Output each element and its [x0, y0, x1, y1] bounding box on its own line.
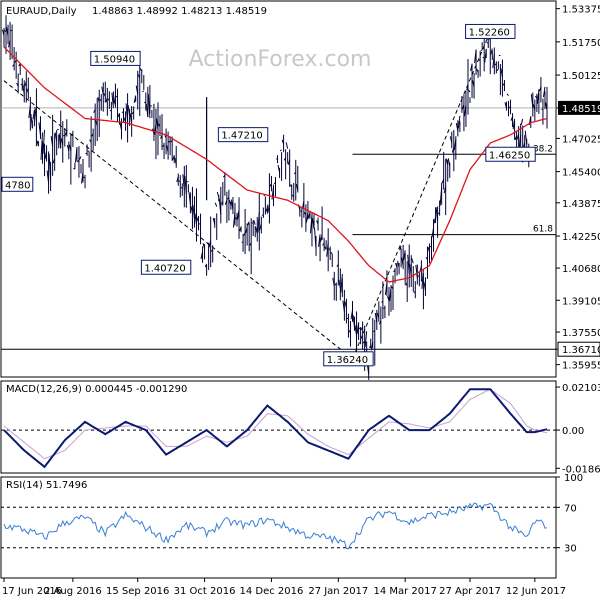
price-y-tick-label: 1.42250	[562, 232, 600, 243]
rsi-y-tick-label: 70	[564, 503, 577, 514]
macd-signal-line	[4, 389, 547, 459]
price-annotation: 1.47210	[218, 128, 267, 142]
price-bar-open	[438, 213, 440, 214]
price-annotation-label: 1.47210	[221, 131, 262, 142]
price-bar-open	[79, 156, 81, 159]
trendline	[4, 81, 352, 359]
support-price-label: 1.36710	[562, 345, 600, 356]
x-tick-label: 14 Mar 2017	[373, 586, 436, 597]
price-bar-open	[412, 258, 414, 263]
price-bar-open	[507, 94, 509, 96]
price-bar-open	[521, 119, 523, 125]
price-y-tick-label: 1.40680	[562, 264, 600, 275]
price-bar-open	[300, 211, 302, 212]
price-y-tick-label: 1.51750	[562, 38, 600, 49]
panel-frame-rsi	[1, 477, 556, 578]
rsi-line	[4, 503, 547, 549]
price-y-tick-label: 1.50125	[562, 71, 600, 82]
x-tick-label: 15 Sep 2016	[106, 586, 169, 597]
price-annotation-label: 1.50940	[94, 54, 135, 65]
price-bar-open	[331, 252, 333, 254]
price-annotation-label: 4780	[5, 180, 30, 191]
price-bar-open	[286, 142, 288, 148]
rsi-y-tick-label: 100	[564, 473, 583, 484]
price-annotation: 4780	[2, 177, 33, 191]
price-bar-open	[63, 135, 65, 136]
price-bar-open	[254, 220, 256, 225]
x-tick-label: 14 Dec 2016	[240, 586, 304, 597]
rsi-panel-title: RSI(14) 51.7496	[6, 480, 87, 491]
price-annotation: 1.52260	[466, 24, 515, 38]
price-ohlc-readout: 1.48863 1.48992 1.48213 1.48519	[92, 6, 267, 17]
price-bar-open	[280, 150, 282, 151]
price-bar-open	[215, 203, 217, 207]
price-annotation-label: 1.36240	[327, 355, 368, 366]
price-bar-open	[116, 96, 118, 97]
x-tick-label: 27 Jan 2017	[308, 586, 368, 597]
price-bar-open	[448, 158, 450, 166]
price-annotation-label: 1.40720	[144, 263, 185, 274]
price-bar-open	[21, 84, 23, 85]
current-price-label: 1.48519	[562, 104, 600, 115]
price-y-tick-label: 1.37550	[562, 328, 600, 339]
macd-y-tick-label: 0.00	[562, 426, 584, 437]
price-bar-open	[179, 181, 181, 182]
trendline	[352, 31, 490, 358]
price-panel-title: EURAUD,Daily	[6, 6, 77, 17]
fib-level-label: 38.2	[533, 144, 553, 154]
price-y-tick-label: 1.43875	[562, 199, 600, 210]
price-y-tick-label: 1.39105	[562, 296, 600, 307]
macd-line	[4, 389, 547, 467]
x-tick-label: 12 Jun 2017	[506, 586, 566, 597]
x-tick-label: 31 Oct 2016	[174, 586, 236, 597]
fib-level-label: 61.8	[533, 225, 553, 235]
rsi-y-tick-label: 30	[564, 544, 577, 555]
price-bar-open	[497, 69, 499, 70]
price-bar-open	[217, 192, 219, 197]
price-annotation: 1.46250	[486, 147, 535, 161]
price-bar-open	[84, 177, 86, 178]
price-bar-open	[469, 90, 471, 93]
price-y-tick-label: 1.35955	[562, 361, 600, 372]
price-y-tick-label: 1.53375	[562, 5, 600, 16]
price-bar-open	[430, 246, 432, 247]
price-annotation: 1.36240	[324, 352, 373, 366]
price-annotation-label: 1.46250	[489, 150, 530, 161]
price-y-tick-label: 1.47025	[562, 134, 600, 145]
price-bar-open	[525, 131, 527, 145]
price-bar-open	[477, 69, 479, 72]
x-tick-label: 2 Aug 2016	[44, 586, 102, 597]
price-bar-open	[199, 223, 201, 224]
price-annotation: 1.40720	[141, 260, 190, 274]
sma-line	[4, 47, 547, 282]
price-y-tick-label: 1.45400	[562, 168, 600, 179]
price-annotation-label: 1.52260	[469, 27, 510, 38]
x-tick-label: 27 Apr 2017	[439, 586, 501, 597]
watermark-text: ActionForex.com	[189, 47, 372, 72]
macd-panel-title: MACD(12,26,9) 0.000445 -0.001290	[6, 384, 187, 395]
macd-y-tick-label: 0.021032	[562, 383, 600, 394]
price-bar-open	[140, 68, 142, 71]
price-annotation: 1.50940	[91, 51, 140, 65]
